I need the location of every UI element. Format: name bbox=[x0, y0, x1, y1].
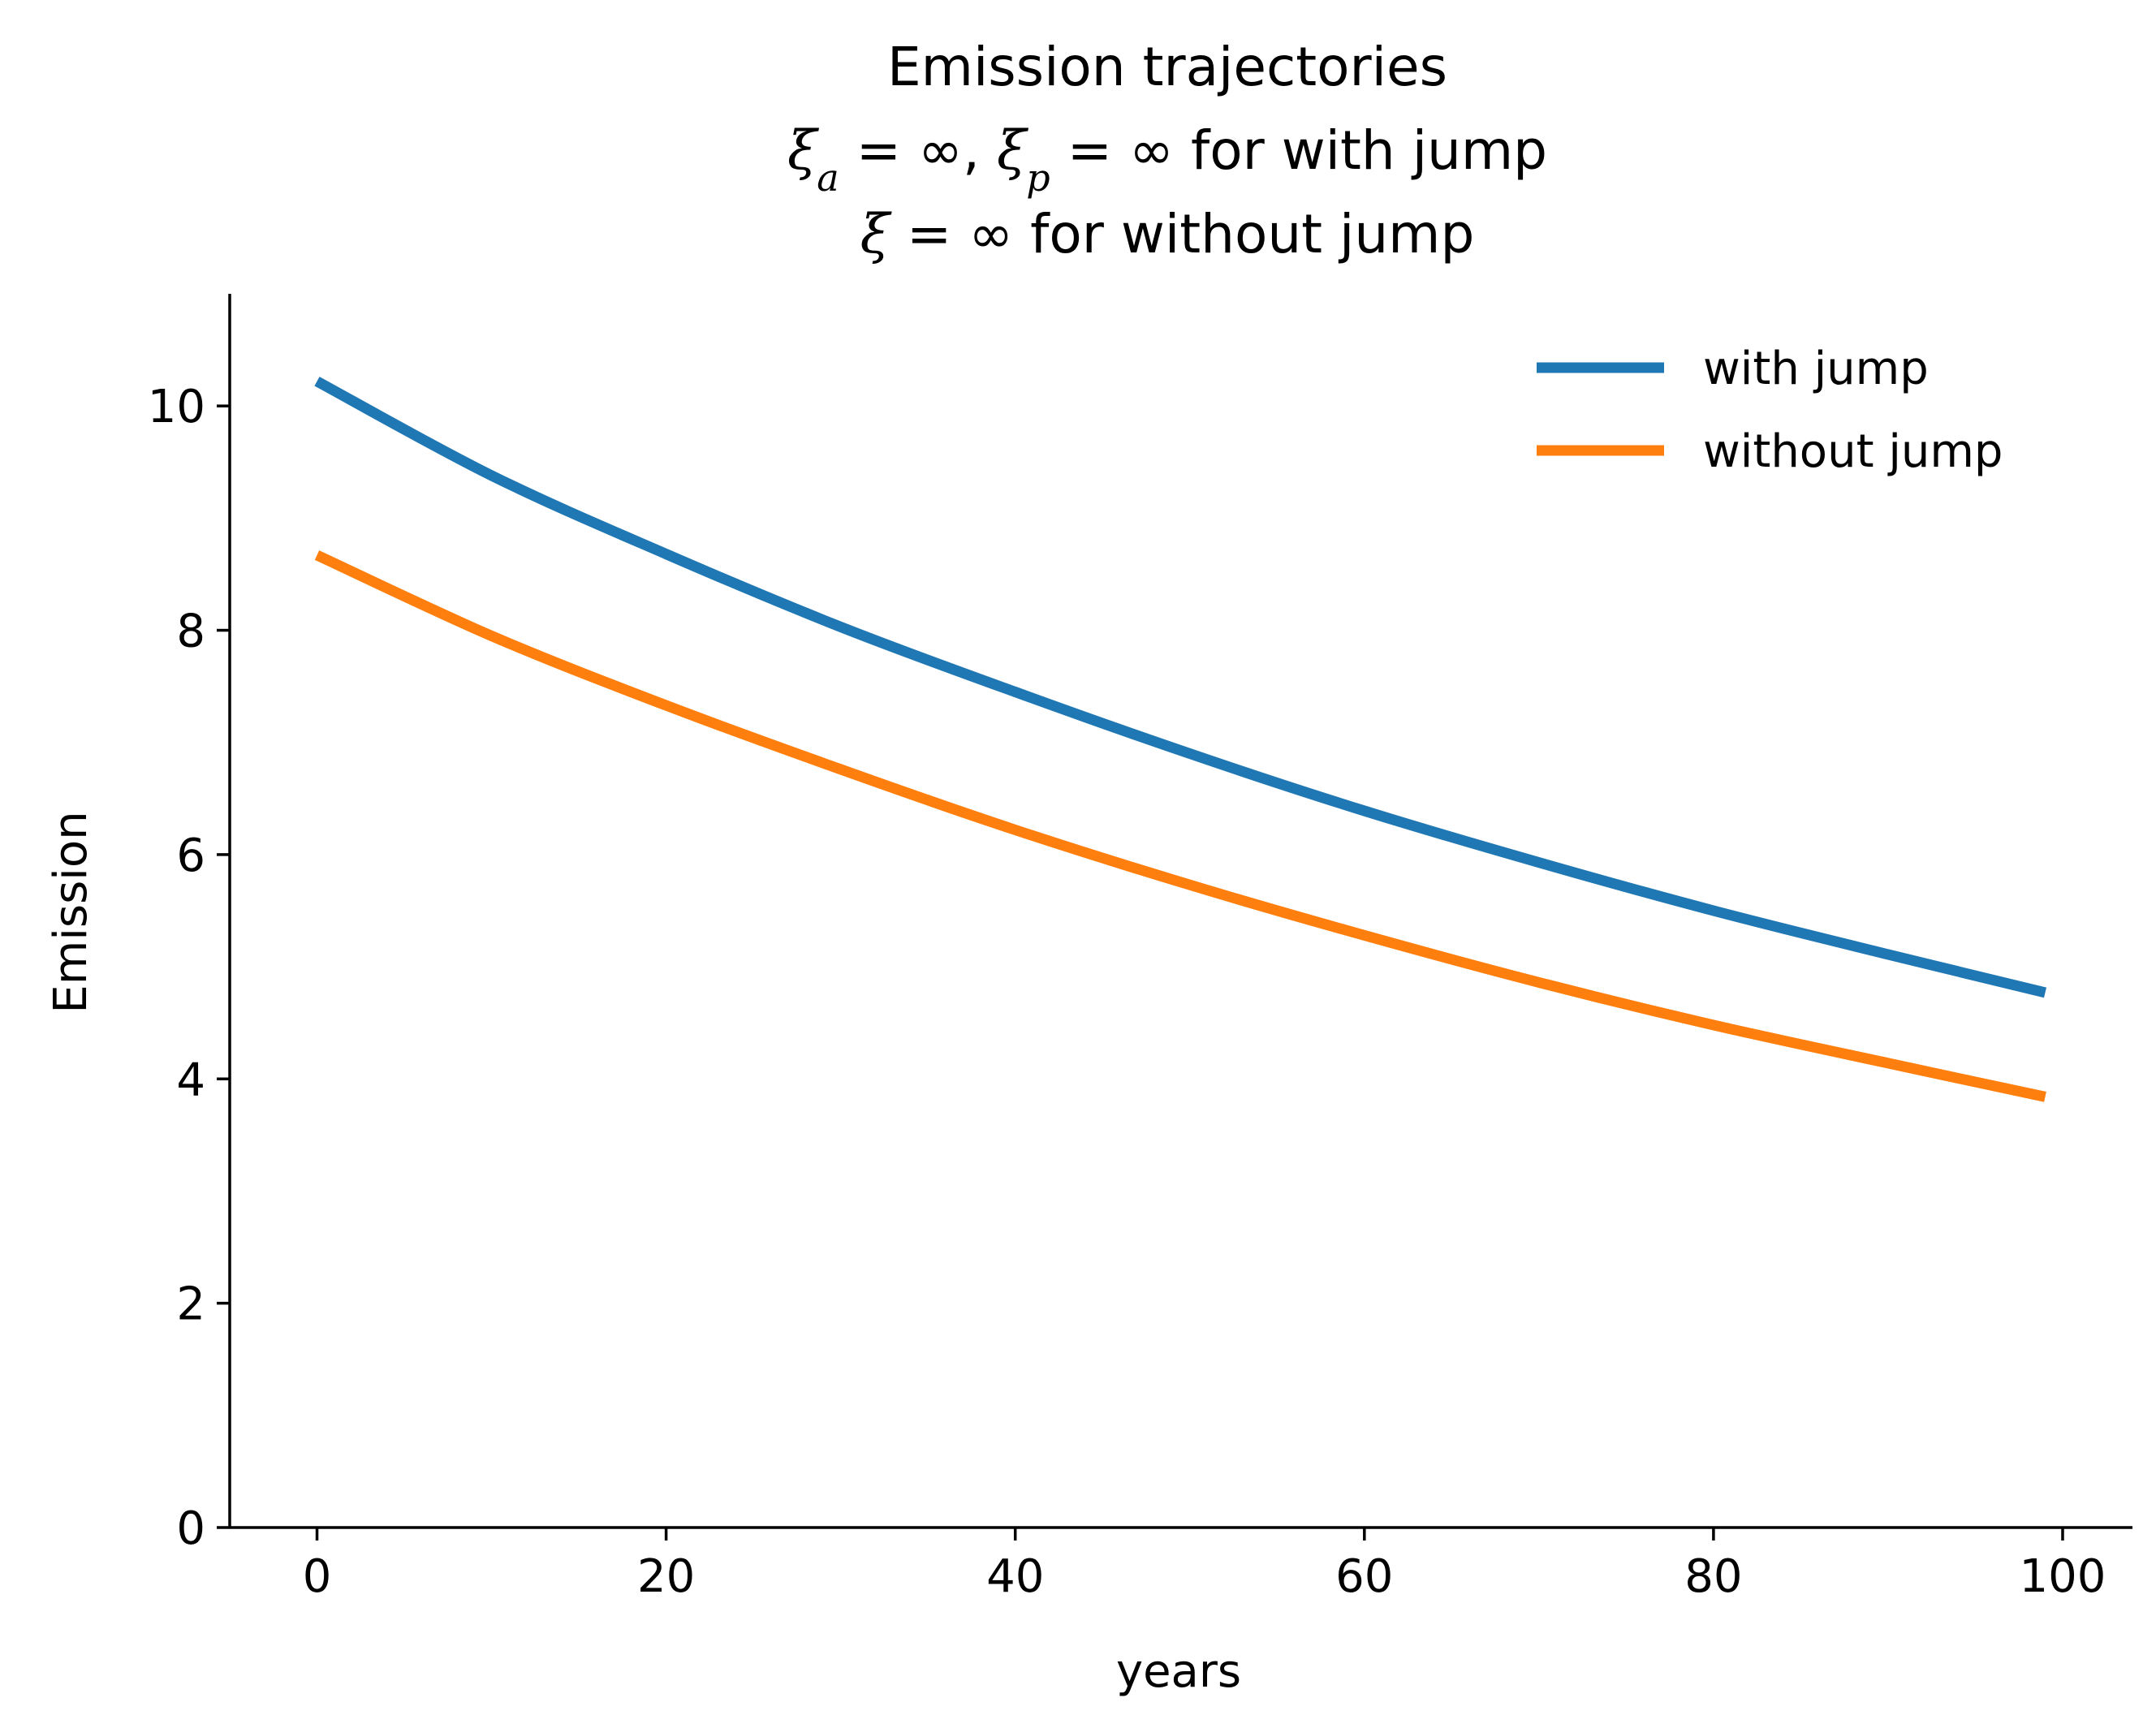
y-tick-label: 6 bbox=[176, 830, 205, 882]
x-axis-label: years bbox=[1116, 1645, 1241, 1698]
x-tick-label: 80 bbox=[1684, 1550, 1742, 1603]
x-tick-label: 60 bbox=[1335, 1550, 1393, 1603]
chart-title-line-3: ξ = ∞ for without jump bbox=[860, 203, 1475, 265]
series-layer bbox=[314, 377, 2047, 1102]
axes bbox=[228, 294, 2132, 1529]
y-ticks: 0 2 4 6 8 10 bbox=[148, 381, 230, 1555]
series-line-2 bbox=[314, 550, 2046, 1102]
series-line-1 bbox=[314, 377, 2047, 998]
y-tick-label: 2 bbox=[176, 1278, 205, 1331]
x-tick-label: 40 bbox=[986, 1550, 1044, 1603]
y-tick-label: 4 bbox=[176, 1054, 205, 1106]
chart-title-line-1: Emission trajectories bbox=[887, 36, 1447, 98]
y-tick-label: 10 bbox=[148, 381, 205, 433]
y-tick-label: 0 bbox=[176, 1502, 205, 1555]
x-tick-label: 100 bbox=[2020, 1550, 2106, 1603]
y-tick-label: 8 bbox=[176, 605, 205, 658]
y-axis-label: Emission bbox=[45, 811, 97, 1013]
x-ticks: 0 20 40 60 80 100 bbox=[303, 1528, 2106, 1603]
legend-label-2: without jump bbox=[1703, 425, 2003, 478]
chart-title-line-2: ξa = ∞, ξp = ∞ for with jump bbox=[787, 119, 1547, 200]
legend: with jump without jump bbox=[1537, 343, 2003, 478]
x-tick-label: 0 bbox=[303, 1550, 332, 1603]
legend-label-1: with jump bbox=[1703, 343, 1929, 395]
x-tick-label: 20 bbox=[637, 1550, 695, 1603]
